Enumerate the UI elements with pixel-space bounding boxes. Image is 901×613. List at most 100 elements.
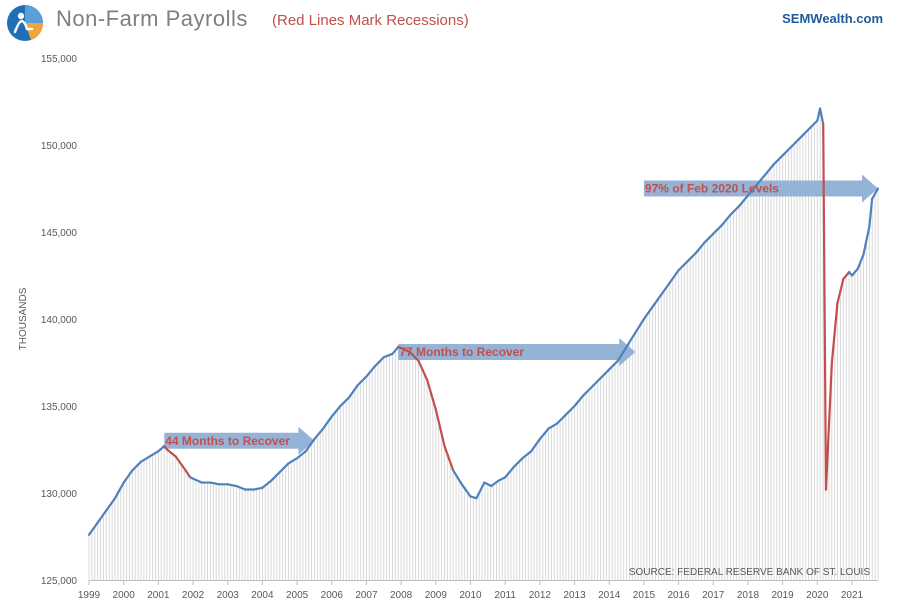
payroll-line-segment: [634, 317, 646, 335]
brand-link[interactable]: SEMWealth.com: [782, 11, 883, 26]
payroll-line-segment: [131, 460, 143, 472]
recession-line-segment: [408, 350, 420, 362]
recession-line-segment: [842, 270, 851, 281]
payroll-line-segment: [452, 469, 463, 486]
payroll-line-segment: [530, 437, 541, 453]
payroll-line-segment: [321, 415, 333, 430]
payroll-line-segment: [790, 136, 802, 148]
recession-line-segment: [434, 408, 446, 448]
x-tick-label: 2006: [321, 590, 344, 601]
payroll-line-segment: [625, 331, 637, 348]
recession-line-segment: [183, 467, 192, 479]
y-tick-label: 150,000: [41, 141, 78, 152]
y-tick-label: 125,000: [41, 576, 78, 587]
payroll-line-segment: [460, 483, 472, 498]
payroll-line-segment: [564, 404, 576, 416]
payroll-line-segment: [330, 404, 342, 418]
payroll-line-segment: [261, 479, 273, 489]
annotation-arrow: [164, 426, 315, 455]
payroll-line-segment: [287, 457, 299, 465]
payroll-line-segment: [105, 497, 117, 512]
y-axis-label: THOUSANDS: [18, 287, 29, 350]
payroll-line-segment: [252, 486, 264, 491]
x-tick-label: 2005: [286, 590, 309, 601]
payroll-line-segment: [356, 375, 368, 387]
payroll-line-segment: [235, 484, 247, 491]
payroll-line-segment: [668, 269, 680, 284]
payroll-line-segment: [113, 481, 125, 500]
x-tick-label: 2015: [633, 590, 656, 601]
x-tick-label: 2013: [563, 590, 586, 601]
payroll-line: [87, 107, 880, 536]
payroll-line-segment: [712, 223, 724, 235]
y-tick-label: 140,000: [41, 315, 78, 326]
recession-line-segment: [426, 378, 437, 411]
x-tick-label: 2000: [113, 590, 136, 601]
x-tick-label: 2014: [598, 590, 621, 601]
source-note: SOURCE: FEDERAL RESERVE BANK OF ST. LOUI…: [629, 567, 871, 578]
payroll-line-segment: [547, 422, 559, 430]
recession-line-segment: [174, 455, 186, 470]
payroll-line-segment: [738, 194, 750, 207]
chart-subtitle: (Red Lines Mark Recessions): [272, 12, 469, 29]
x-tick-label: 2019: [772, 590, 795, 601]
payroll-line-segment: [703, 232, 715, 244]
payroll-line-segment: [850, 267, 859, 277]
payroll-line-segment: [642, 305, 654, 321]
x-tick-label: 2002: [182, 590, 205, 601]
payroll-line-segment: [729, 204, 741, 216]
payroll-line-segment: [157, 444, 166, 453]
payroll-line-segment: [582, 385, 593, 397]
recession-line-segment: [824, 361, 833, 491]
payroll-line-segment: [148, 450, 160, 458]
annotation-arrow: [643, 174, 878, 203]
x-tick-label: 2008: [390, 590, 413, 601]
payroll-line-segment: [278, 462, 290, 474]
payroll-line-segment: [512, 457, 524, 468]
payroll-line-segment: [660, 281, 672, 296]
payroll-line-segment: [189, 476, 203, 484]
payroll-line-segment: [616, 345, 628, 362]
recession-line-segment: [830, 302, 839, 364]
y-axis: 125,000 130,000 135,000 140,000 145,000 150,0…: [41, 54, 78, 587]
chart-title: Non-Farm Payrolls: [56, 6, 248, 31]
y-tick-label: 145,000: [41, 228, 78, 239]
payroll-line-segment: [781, 145, 793, 157]
x-axis: 1999 2000 2001 2002 2003 2004 2005 2006 2007 2008…: [78, 580, 864, 601]
x-tick-label: 2012: [529, 590, 552, 601]
payroll-line-segment: [651, 293, 663, 308]
payroll-line-segment: [139, 455, 151, 463]
y-tick-label: 155,000: [41, 54, 78, 65]
payroll-line-segment: [868, 197, 874, 228]
x-tick-label: 2001: [147, 590, 170, 601]
payroll-line-segment: [504, 465, 515, 479]
recession-line-segment: [397, 345, 411, 354]
payroll-line-segment: [746, 183, 758, 197]
x-tick-label: 2021: [841, 590, 864, 601]
annotation-label: 77 Months to Recover: [399, 345, 524, 359]
semwealth-logo-icon: [7, 5, 44, 41]
monthly-bars: [88, 109, 879, 580]
payroll-line-segment: [720, 213, 732, 227]
annotation-arrows: [164, 174, 878, 455]
payroll-line-segment: [475, 481, 486, 500]
payroll-line-segment: [209, 481, 221, 486]
annotation-arrow: [398, 338, 636, 367]
payroll-line-segment: [573, 394, 585, 408]
payroll-line-segment: [798, 128, 810, 140]
payroll-line-segment: [391, 345, 400, 355]
payroll-line-segment: [590, 377, 602, 388]
payroll-line-segment: [122, 469, 134, 484]
x-tick-label: 2010: [459, 590, 482, 601]
payroll-line-segment: [807, 119, 819, 131]
annotation-label: 97% of Feb 2020 Levels: [645, 182, 779, 196]
payroll-line-segment: [304, 437, 316, 453]
y-tick-label: 130,000: [41, 489, 78, 500]
x-tick-label: 2003: [217, 590, 240, 601]
annotation-label: 44 Months to Recover: [165, 434, 290, 448]
recession-line-segment: [443, 444, 455, 472]
annotation-labels: 44 Months to Recover 77 Months to Recover…: [165, 182, 779, 448]
payroll-line-segment: [608, 359, 619, 371]
x-tick-label: 2016: [667, 590, 690, 601]
payroll-line-segment: [772, 154, 784, 166]
